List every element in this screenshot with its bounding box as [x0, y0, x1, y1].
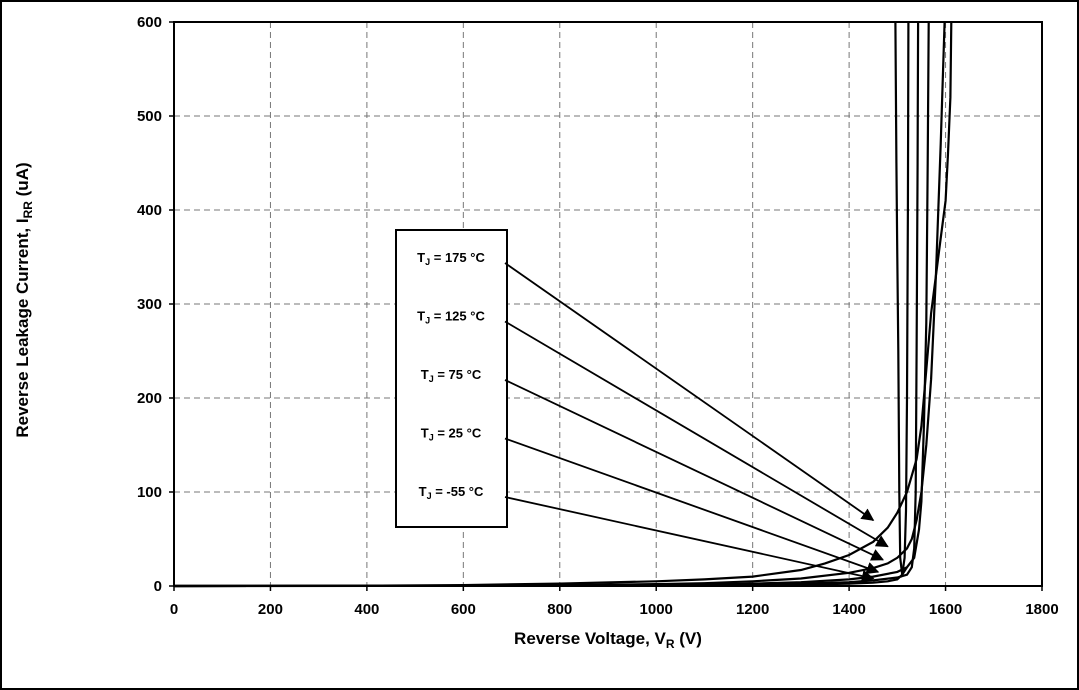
- legend-leader-arrow-1: [504, 320, 889, 548]
- x-tick-label: 200: [258, 601, 283, 618]
- x-tick-label: 0: [170, 601, 178, 618]
- series-line-0: [173, 21, 953, 588]
- legend-leader-arrow-0: [504, 262, 875, 521]
- x-tick-label: 1600: [929, 601, 962, 618]
- y-tick-label: 200: [137, 390, 162, 407]
- series-line-4: [173, 21, 910, 588]
- y-axis-title: Reverse Leakage Current, IRR (uA): [13, 162, 35, 437]
- legend: TJ = 175 °C TJ = 125 °C TJ = 75 °C TJ = 25 …: [395, 229, 889, 583]
- y-tick-label: 400: [137, 202, 162, 219]
- y-tick-label: 100: [137, 484, 162, 501]
- y-tick-label: 600: [137, 14, 162, 31]
- legend-leader-arrow-3: [504, 437, 880, 575]
- x-tick-label: 400: [354, 601, 379, 618]
- legend-box: [395, 229, 508, 528]
- legend-leader-arrow-4: [504, 496, 875, 583]
- y-tick-label: 0: [154, 578, 162, 595]
- x-tick-label: 1000: [640, 601, 673, 618]
- series-line-5: [894, 21, 908, 578]
- legend-label-1: TJ = 125 °C: [417, 309, 485, 326]
- x-tick-label: 1200: [736, 601, 769, 618]
- y-axis-ticks: 0 100 200 300 400 500 600: [137, 14, 174, 595]
- y-tick-label: 500: [137, 108, 162, 125]
- x-tick-label: 1800: [1025, 601, 1058, 618]
- legend-leader-arrow-2: [504, 379, 885, 561]
- legend-label-4: TJ = -55 °C: [419, 484, 484, 501]
- y-tick-label: 300: [137, 296, 162, 313]
- legend-label-2: TJ = 75 °C: [421, 367, 482, 384]
- series-curves: [173, 21, 953, 588]
- x-tick-label: 1400: [832, 601, 865, 618]
- x-axis-title: Reverse Voltage, VR (V): [514, 629, 702, 651]
- legend-label-0: TJ = 175 °C: [417, 250, 485, 267]
- x-tick-label: 800: [547, 601, 572, 618]
- legend-label-3: TJ = 25 °C: [421, 426, 482, 443]
- x-tick-label: 600: [451, 601, 476, 618]
- grid-lines: [174, 22, 1042, 586]
